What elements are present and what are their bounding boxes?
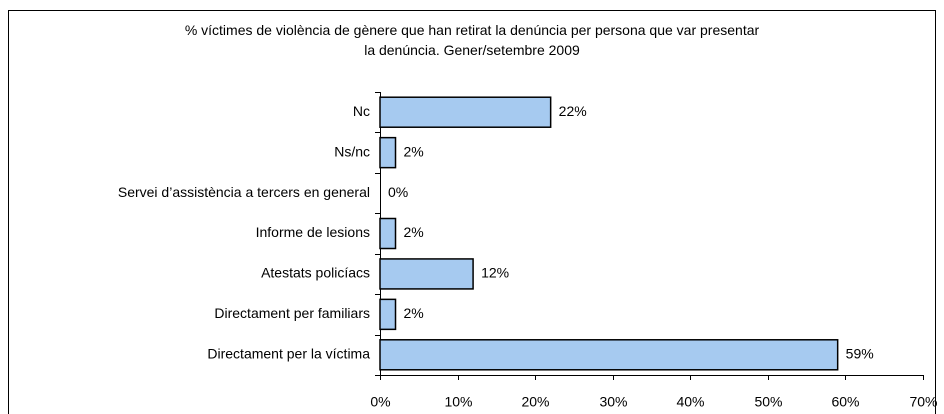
value-label: 12% [481, 265, 509, 281]
x-tick-label: 70% [909, 394, 937, 410]
bar [379, 136, 397, 169]
category-label: Atestats policíacs [261, 265, 370, 281]
bar [379, 258, 474, 290]
x-tick-label: 40% [676, 394, 704, 410]
category-label: Directament per la víctima [207, 345, 370, 361]
value-label: 22% [559, 103, 587, 119]
x-tick-label: 60% [831, 394, 859, 410]
bar [379, 217, 397, 250]
x-tick-label: 50% [754, 394, 782, 410]
value-label: 2% [404, 143, 424, 159]
value-label: 59% [846, 345, 874, 361]
x-tick-label: 10% [444, 394, 472, 410]
chart-frame [8, 10, 936, 414]
bar [379, 298, 397, 331]
category-label: Ns/nc [334, 143, 370, 159]
value-label: 2% [404, 305, 424, 321]
x-tick-label: 20% [521, 394, 549, 410]
category-label: Informe de lesions [256, 224, 370, 240]
bar [379, 96, 552, 128]
bar [379, 339, 839, 371]
x-tick-label: 30% [599, 394, 627, 410]
chart-title: % víctimes de violència de gènere que ha… [184, 22, 760, 58]
x-tick-label: 0% [370, 394, 390, 410]
value-label: 2% [404, 224, 424, 240]
category-label: Nc [353, 103, 370, 119]
category-label: Directament per familiars [214, 305, 370, 321]
value-label: 0% [388, 184, 408, 200]
category-label: Servei d’assistència a tercers en genera… [118, 184, 370, 200]
